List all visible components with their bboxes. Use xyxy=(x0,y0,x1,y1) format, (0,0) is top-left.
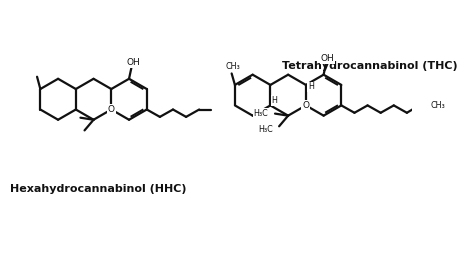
Text: H: H xyxy=(308,83,314,91)
Text: O: O xyxy=(302,101,310,110)
Text: H₃C: H₃C xyxy=(259,125,273,135)
Text: CH₃: CH₃ xyxy=(431,101,446,110)
Text: OH: OH xyxy=(321,54,335,63)
Text: Hexahydrocannabinol (HHC): Hexahydrocannabinol (HHC) xyxy=(10,184,187,194)
Text: H: H xyxy=(272,96,277,105)
Text: H₃C: H₃C xyxy=(254,109,268,118)
Text: O: O xyxy=(108,105,115,114)
Text: CH₃: CH₃ xyxy=(225,62,240,71)
Text: OH: OH xyxy=(126,58,140,67)
Text: Tetrahydrocannabinol (THC): Tetrahydrocannabinol (THC) xyxy=(282,61,458,71)
